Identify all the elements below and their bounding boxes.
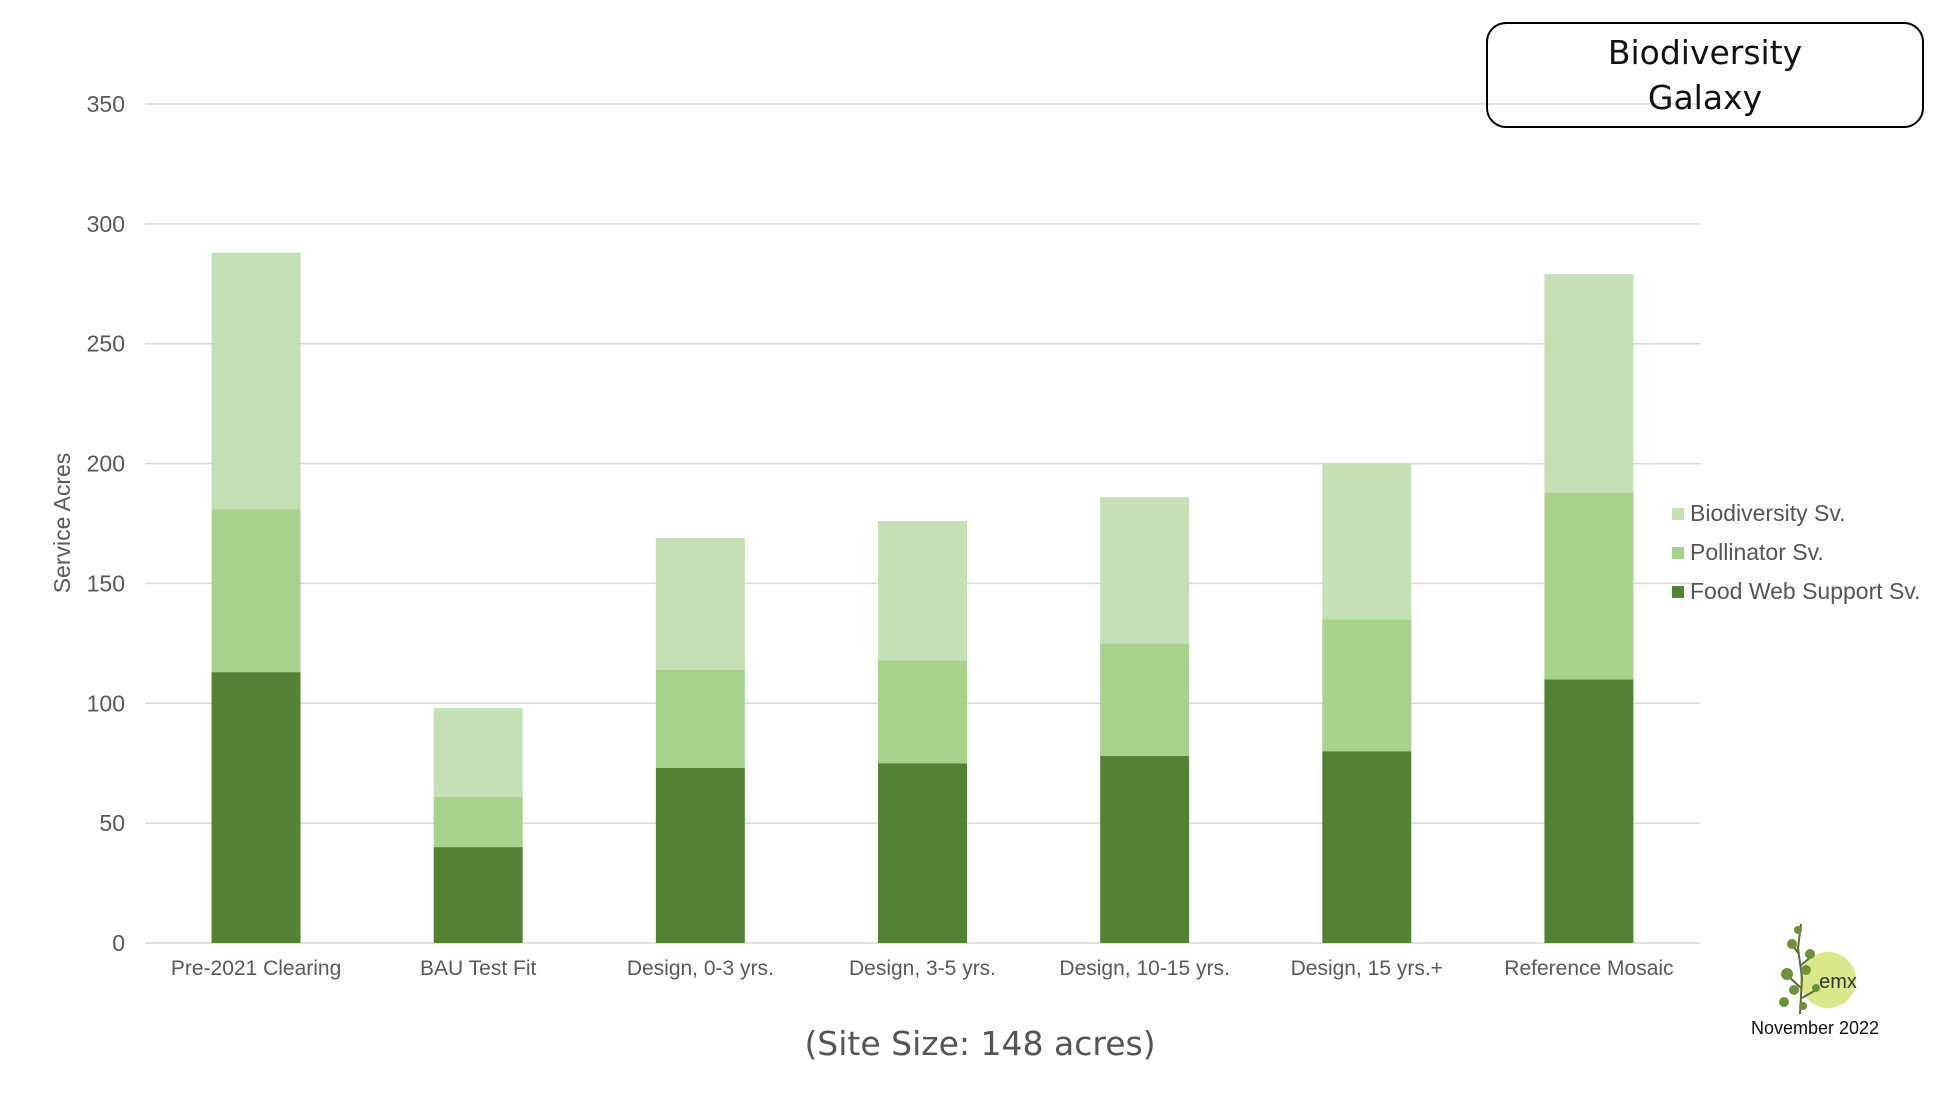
y-tick-label-100: 100 [87, 690, 125, 716]
x-tick-label-3: Design, 3-5 yrs. [849, 957, 996, 980]
legend: Biodiversity Sv. Pollinator Sv. Food Web… [1672, 494, 1921, 611]
y-tick-label-350: 350 [87, 91, 125, 117]
x-tick-label-1: BAU Test Fit [420, 957, 536, 980]
bar-biodiversity-sv-2 [655, 537, 745, 670]
logo-date: November 2022 [1750, 1018, 1880, 1038]
legend-item-pollinator: Pollinator Sv. [1672, 533, 1921, 572]
y-tick-label-250: 250 [87, 331, 125, 357]
bar-biodiversity-sv-3 [878, 521, 967, 661]
bar-biodiversity-sv-6 [1544, 274, 1634, 493]
chart-title-box: Biodiversity Galaxy [1486, 22, 1924, 128]
legend-label-biodiversity: Biodiversity Sv. [1690, 500, 1846, 526]
logo-brand-text: emx [1819, 971, 1857, 993]
y-axis-ticks: 0 50 100 150 200 250 300 350 [87, 91, 125, 956]
emx-logo: emx [1779, 923, 1857, 1015]
bar-pollinator-sv-6 [1544, 492, 1634, 680]
x-tick-label-0: Pre-2021 Clearing [171, 957, 341, 980]
y-tick-label-300: 300 [87, 211, 125, 237]
chart-title-line-1: Biodiversity [1607, 33, 1803, 72]
bar-pollinator-sv-5 [1322, 619, 1412, 752]
y-axis-label: Service Acres [49, 453, 75, 594]
bar-pollinator-sv-3 [878, 660, 967, 764]
legend-item-food-web: Food Web Support Sv. [1672, 572, 1921, 611]
logo-circle [1800, 952, 1856, 1008]
bar-biodiversity-sv-5 [1322, 463, 1412, 620]
bar-pollinator-sv-2 [655, 669, 745, 769]
y-tick-label-0: 0 [112, 930, 125, 956]
bar-pollinator-sv-4 [1100, 643, 1190, 757]
legend-swatch-biodiversity [1672, 507, 1684, 520]
bar-pollinator-sv-0 [211, 509, 301, 673]
bar-pollinator-sv-1 [433, 796, 523, 848]
bars [211, 252, 1634, 943]
chart-title-line-2: Galaxy [1647, 78, 1763, 117]
legend-label-food-web: Food Web Support Sv. [1690, 578, 1921, 604]
x-tick-label-4: Design, 10-15 yrs. [1059, 957, 1229, 980]
bar-food-web-support-sv-1 [433, 847, 523, 943]
bar-food-web-support-sv-0 [211, 672, 301, 943]
bar-food-web-support-sv-3 [878, 763, 967, 943]
bar-food-web-support-sv-6 [1544, 679, 1634, 943]
x-axis-ticks: Pre-2021 Clearing BAU Test Fit Design, 0-3… [171, 957, 1674, 980]
y-tick-label-150: 150 [87, 570, 125, 596]
bar-food-web-support-sv-5 [1322, 751, 1412, 943]
legend-label-pollinator: Pollinator Sv. [1690, 539, 1824, 565]
x-tick-label-6: Reference Mosaic [1504, 957, 1673, 980]
chart-subtitle: (Site Size: 148 acres) [804, 1024, 1156, 1063]
legend-swatch-food-web [1672, 585, 1684, 598]
bar-biodiversity-sv-0 [211, 252, 301, 510]
y-tick-label-50: 50 [99, 810, 125, 836]
legend-swatch-pollinator [1672, 546, 1684, 559]
bar-food-web-support-sv-4 [1100, 756, 1190, 943]
bar-biodiversity-sv-1 [433, 708, 523, 797]
y-tick-label-200: 200 [87, 451, 125, 477]
bar-food-web-support-sv-2 [655, 768, 745, 943]
legend-item-biodiversity: Biodiversity Sv. [1672, 494, 1921, 533]
tree-leaves-icon [1779, 926, 1820, 1010]
bar-biodiversity-sv-4 [1100, 497, 1190, 644]
x-tick-label-5: Design, 15 yrs.+ [1291, 957, 1443, 980]
x-tick-label-2: Design, 0-3 yrs. [627, 957, 774, 980]
